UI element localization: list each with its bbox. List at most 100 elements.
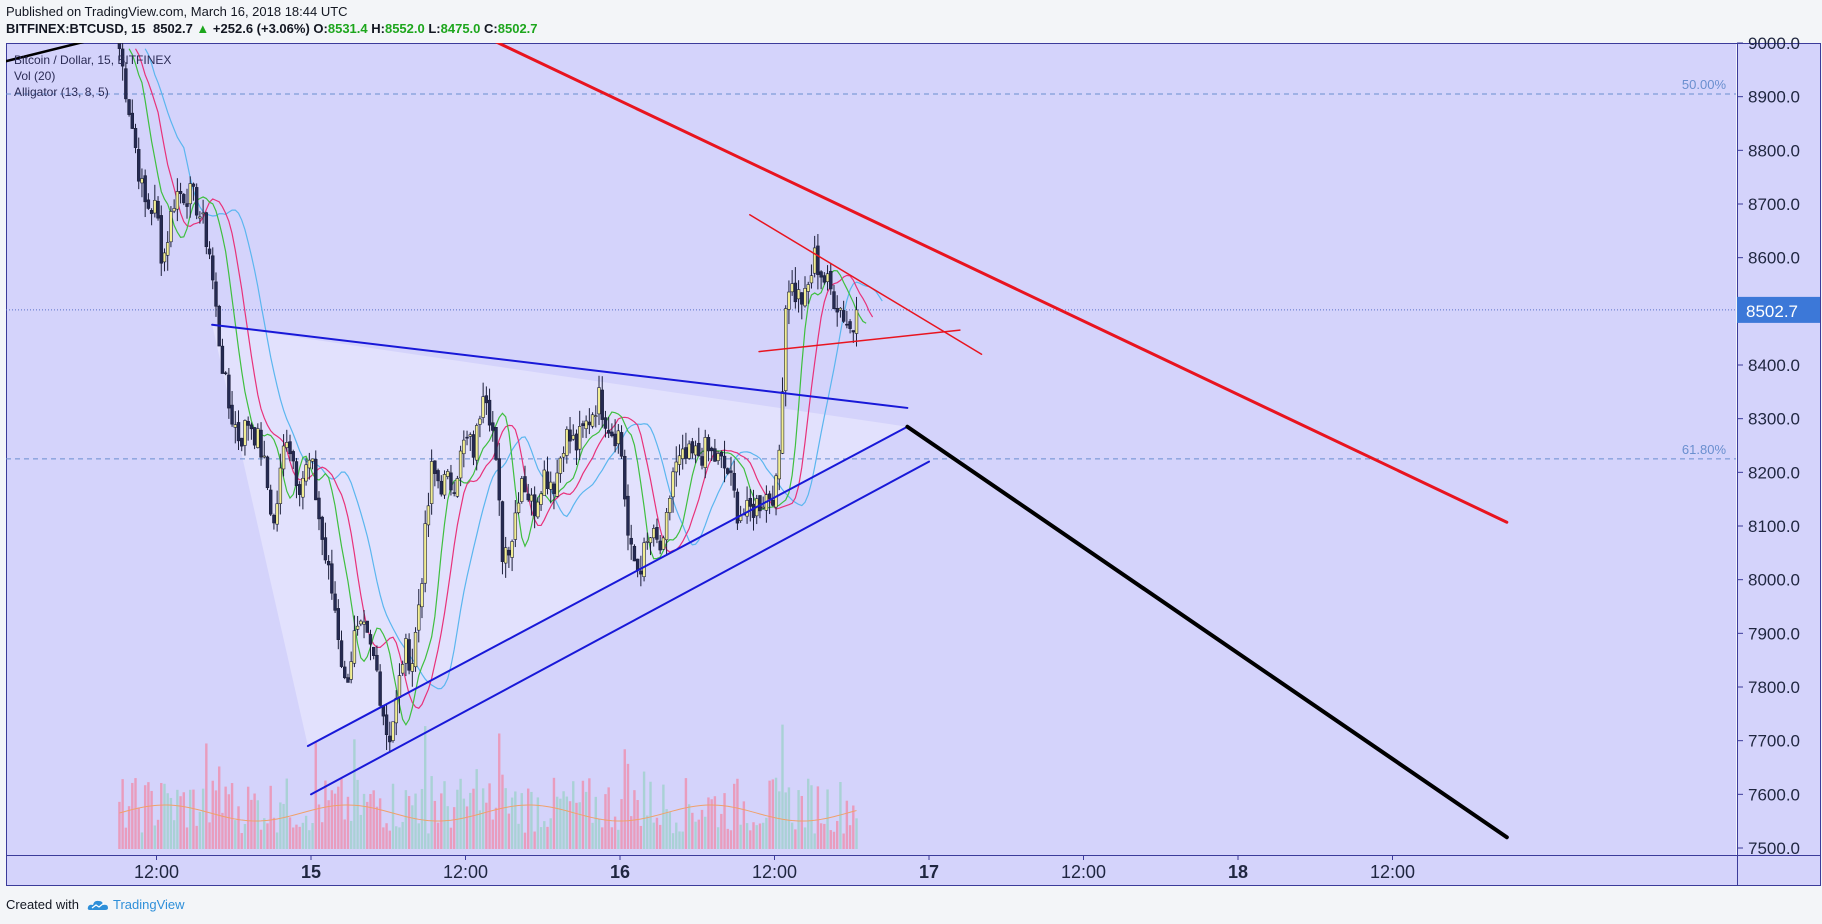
volume-bar xyxy=(224,786,227,849)
volume-bar xyxy=(745,823,749,849)
red-wedge-upper-line[interactable] xyxy=(749,213,983,356)
symbol-summary: BITFINEX:BTCUSD, 15 8502.7 ▲ +252.6 (+3.… xyxy=(6,21,538,36)
candle-body xyxy=(439,480,443,495)
candle-body xyxy=(803,288,807,307)
volume-bar xyxy=(761,822,765,849)
volume-bar xyxy=(848,825,852,849)
candle-body xyxy=(709,447,714,452)
candle-body xyxy=(449,472,453,491)
candle-body xyxy=(777,449,781,480)
candle-body xyxy=(407,639,411,671)
volume-bar xyxy=(292,827,295,849)
volume-bar xyxy=(124,827,128,849)
volume-bar xyxy=(501,774,504,849)
volume-bar xyxy=(527,788,530,849)
candle-body xyxy=(285,442,289,448)
volume-bar xyxy=(700,809,704,849)
candle-body xyxy=(584,420,588,430)
candle-body xyxy=(194,187,199,216)
volume-bar xyxy=(314,741,317,849)
candle-body xyxy=(513,512,518,540)
candle-body xyxy=(516,502,521,513)
red-wedge-lower-line[interactable] xyxy=(758,329,961,353)
volume-bar xyxy=(610,827,614,849)
candle-body xyxy=(475,425,479,461)
price-tick-label: 7600.0 xyxy=(1748,785,1800,804)
volume-bar xyxy=(642,771,646,849)
blue-channel-lower-line[interactable] xyxy=(310,460,930,796)
volume-bar xyxy=(321,822,324,849)
volume-bar xyxy=(819,823,823,849)
candle-body xyxy=(204,212,209,248)
volume-bar xyxy=(208,822,211,849)
candle-body xyxy=(848,321,852,329)
candle-body xyxy=(375,654,379,671)
candle-body xyxy=(639,570,643,575)
time-tick-label: 15 xyxy=(301,862,321,882)
candle-body xyxy=(658,540,662,551)
candle-body xyxy=(471,434,476,458)
candle-body xyxy=(613,433,617,447)
volume-bar xyxy=(687,804,691,849)
volume-bar xyxy=(266,823,269,849)
candle-body xyxy=(829,270,833,290)
candle-body xyxy=(632,545,637,562)
high-label: H: xyxy=(371,21,385,36)
candle-body xyxy=(851,330,855,333)
blue-triangle-lower-line[interactable] xyxy=(306,425,909,748)
volume-bar xyxy=(288,817,292,849)
volume-bar xyxy=(546,826,549,849)
black-prior-line[interactable] xyxy=(0,32,123,64)
volume-bar xyxy=(652,822,655,849)
volume-bar xyxy=(774,777,778,849)
candle-body xyxy=(503,547,508,564)
volume-bar xyxy=(462,798,466,849)
volume-bar xyxy=(359,814,363,849)
volume-bar xyxy=(517,823,520,849)
candle-body xyxy=(455,478,460,497)
volume-bar xyxy=(452,807,456,849)
high-value: 8552.0 xyxy=(384,21,425,36)
tradingview-brand[interactable]: TradingView xyxy=(87,897,185,912)
candle-body xyxy=(297,484,302,495)
volume-bar xyxy=(797,790,800,849)
candle-body xyxy=(330,563,334,594)
volume-bar xyxy=(134,778,137,849)
tradingview-label: TradingView xyxy=(112,897,185,912)
candle-body xyxy=(845,323,849,326)
volume-bar xyxy=(446,806,449,849)
price-tick-label: 8600.0 xyxy=(1748,249,1800,268)
volume-bar xyxy=(424,726,427,849)
fib-level-label: 61.80% xyxy=(1682,442,1727,457)
candle-body xyxy=(417,604,421,631)
candle-body xyxy=(497,458,501,501)
volume-bar xyxy=(829,830,832,849)
volume-bar xyxy=(591,822,594,849)
black-projection-line[interactable] xyxy=(905,424,1509,840)
candle-body xyxy=(336,608,340,641)
candle-body xyxy=(635,558,640,570)
candle-body xyxy=(349,661,353,680)
blue-triangle-upper-line[interactable] xyxy=(211,323,909,409)
red-downtrend-line[interactable] xyxy=(487,38,1509,524)
volume-bar xyxy=(404,790,408,849)
candle-body xyxy=(687,443,691,459)
candle-body xyxy=(323,537,328,561)
candle-body xyxy=(800,292,804,305)
volume-bar xyxy=(378,798,382,849)
time-tick-label: 12:00 xyxy=(443,862,488,882)
volume-bar xyxy=(813,833,816,849)
price-axis-background xyxy=(1737,43,1821,855)
candle-body xyxy=(581,423,585,426)
volume-bar xyxy=(172,820,176,849)
volume-bar xyxy=(742,801,746,849)
volume-bar xyxy=(269,785,272,849)
volume-bar xyxy=(710,799,713,849)
candle-body xyxy=(542,469,546,496)
candle-body xyxy=(281,445,286,470)
candle-body xyxy=(629,537,633,545)
volume-bar xyxy=(443,781,446,849)
volume-bar xyxy=(272,817,276,849)
candle-body xyxy=(529,494,534,502)
